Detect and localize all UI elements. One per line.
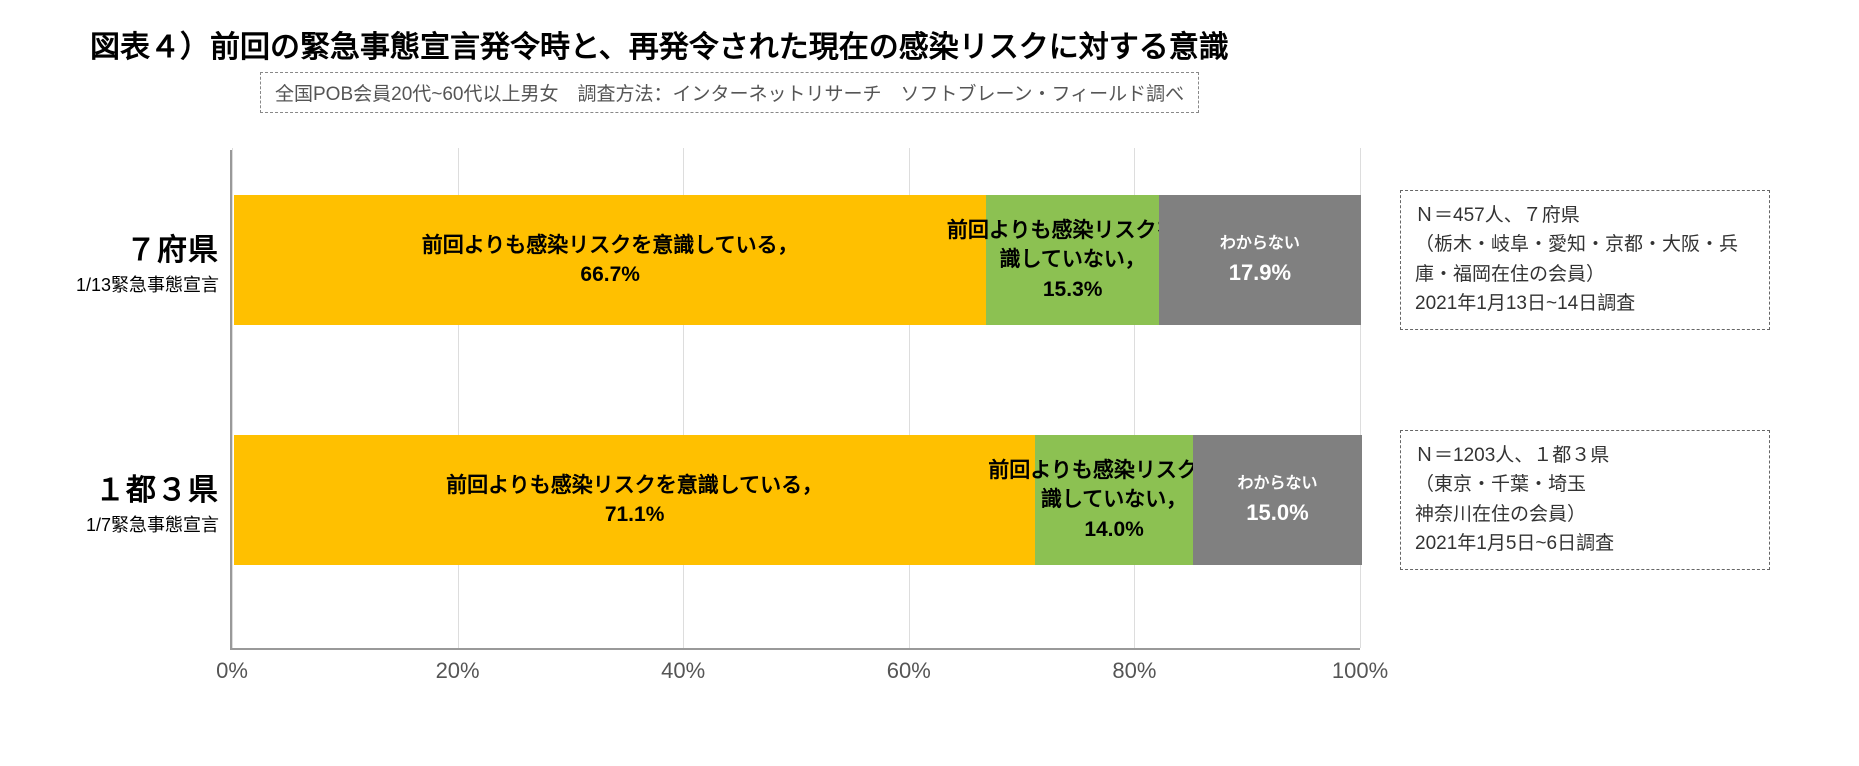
xtick-5: 100% xyxy=(1332,658,1388,684)
bar-1-seg-c: わからない 15.0% xyxy=(1193,435,1362,565)
bar-1-seg-c-label: わからない 15.0% xyxy=(1237,472,1317,529)
bar-0-seg-c-line2: 17.9% xyxy=(1220,256,1300,289)
bar-1-seg-b: 前回よりも感染リスクを意識していない， 14.0% xyxy=(1035,435,1193,565)
bar-0-seg-c-label: わからない 17.9% xyxy=(1220,232,1300,289)
bar-row-0: 前回よりも感染リスクを意識している， 66.7% 前回よりも感染リスクを意識して… xyxy=(234,195,1362,325)
bar-0-seg-a: 前回よりも感染リスクを意識している， 66.7% xyxy=(234,195,986,325)
category-text-0: ７府県 xyxy=(126,234,219,267)
chart-subtitle-box: 全国POB会員20代~60代以上男女 調査方法：インターネットリサーチ ソフトブ… xyxy=(260,72,1199,113)
xtick-0: 0% xyxy=(216,658,248,684)
bar-1-seg-a-label: 前回よりも感染リスクを意識している， 71.1% xyxy=(446,471,823,530)
bar-0-seg-c-line1: わからない xyxy=(1220,232,1300,256)
plot: 0% 20% 40% 60% 80% 100% 前回よりも感染リスクを意識してい… xyxy=(230,150,1360,650)
bar-1-seg-c-line1: わからない xyxy=(1237,472,1317,496)
xtick-3: 60% xyxy=(887,658,931,684)
bar-1-seg-a: 前回よりも感染リスクを意識している， 71.1% xyxy=(234,435,1035,565)
bar-0-seg-c: わからない 17.9% xyxy=(1159,195,1361,325)
category-label-1: １都３県 1/7緊急事態宣言 xyxy=(9,465,219,537)
xtick-2: 40% xyxy=(661,658,705,684)
category-label-0: ７府県 1/13緊急事態宣言 xyxy=(9,225,219,297)
xtick-4: 80% xyxy=(1112,658,1156,684)
category-sub-1: 1/7緊急事態宣言 xyxy=(9,511,219,537)
bar-1-seg-c-line2: 15.0% xyxy=(1237,496,1317,529)
gridline xyxy=(232,148,233,648)
chart-subtitle-text: 全国POB会員20代~60代以上男女 調査方法：インターネットリサーチ ソフトブ… xyxy=(275,84,1184,105)
category-sub-0: 1/13緊急事態宣言 xyxy=(9,271,219,297)
note-box-0: Ｎ＝457人、７府県 （栃木・岐阜・愛知・京都・大阪・兵庫・福岡在住の会員） 2… xyxy=(1400,190,1770,330)
category-text-1: １都３県 xyxy=(95,474,219,507)
note-text-1: Ｎ＝1203人、１都３県 （東京・千葉・埼玉 神奈川在住の会員） 2021年1月… xyxy=(1415,445,1614,554)
bar-row-1: 前回よりも感染リスクを意識している， 71.1% 前回よりも感染リスクを意識して… xyxy=(234,435,1362,565)
note-box-1: Ｎ＝1203人、１都３県 （東京・千葉・埼玉 神奈川在住の会員） 2021年1月… xyxy=(1400,430,1770,570)
chart-title: 図表４）前回の緊急事態宣言発令時と、再発令された現在の感染リスクに対する意識 xyxy=(90,22,1229,66)
bar-0-seg-b: 前回よりも感染リスクを意識していない， 15.3% xyxy=(986,195,1159,325)
chart-plot-area: 0% 20% 40% 60% 80% 100% 前回よりも感染リスクを意識してい… xyxy=(230,150,1360,650)
note-text-0: Ｎ＝457人、７府県 （栃木・岐阜・愛知・京都・大阪・兵庫・福岡在住の会員） 2… xyxy=(1415,205,1738,314)
xtick-1: 20% xyxy=(436,658,480,684)
bar-0-seg-a-label: 前回よりも感染リスクを意識している， 66.7% xyxy=(422,231,799,290)
